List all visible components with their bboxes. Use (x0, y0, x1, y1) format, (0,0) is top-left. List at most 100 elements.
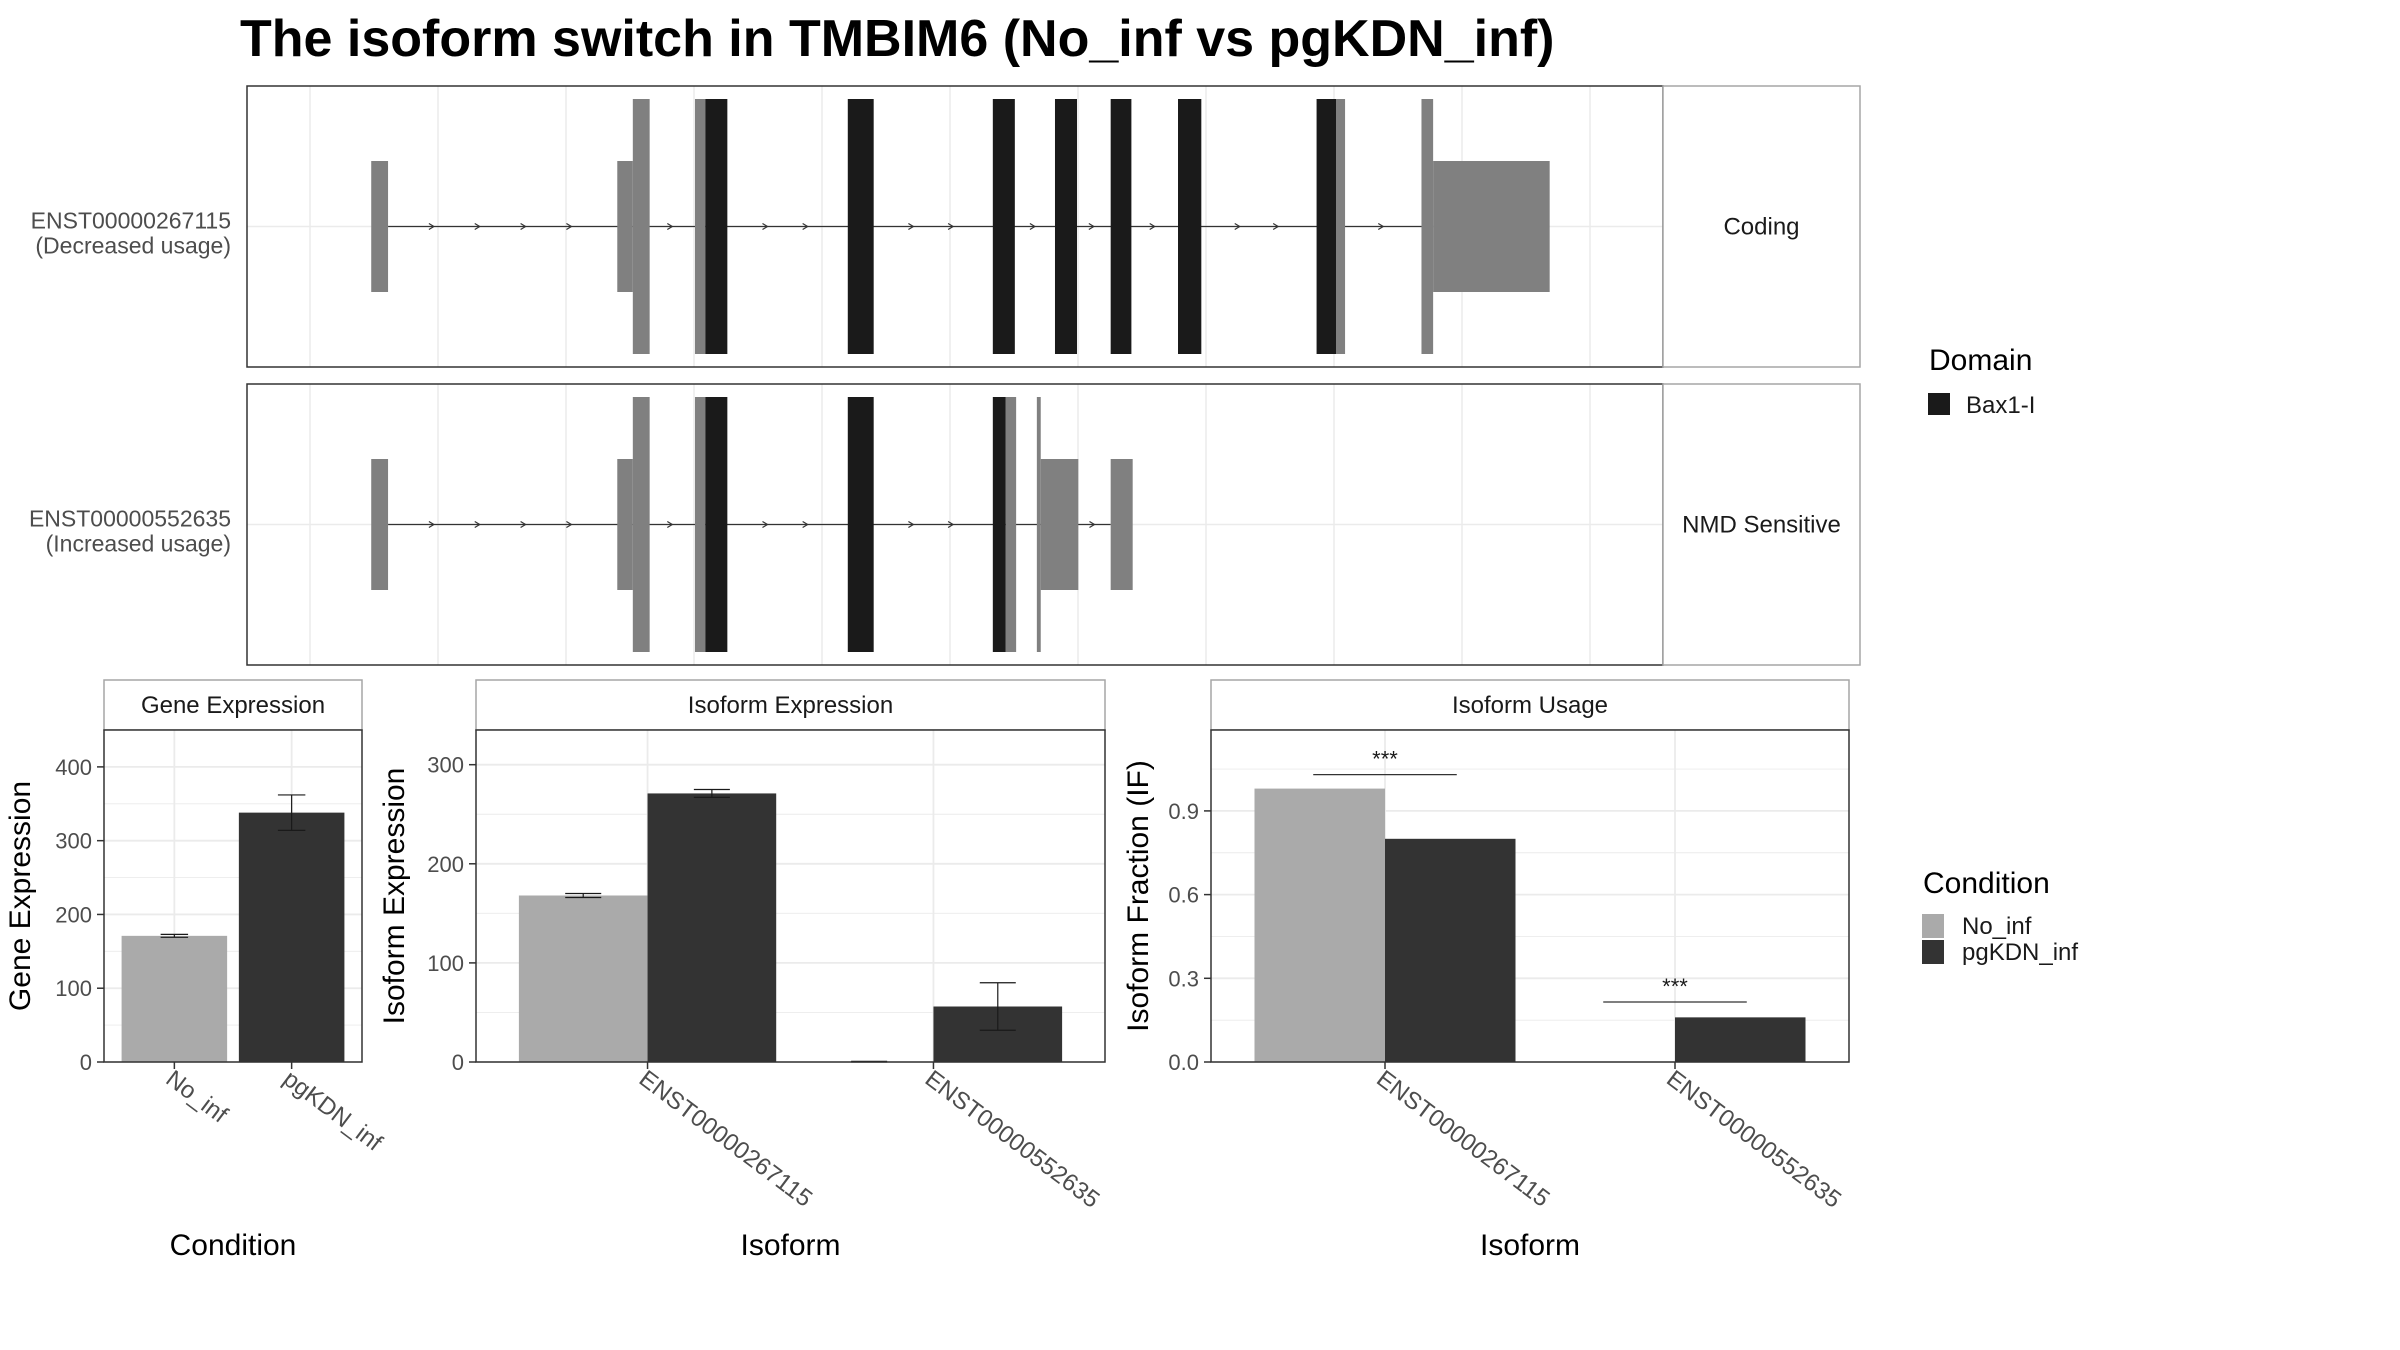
intron-arrow (566, 222, 573, 231)
exon-domain (705, 99, 728, 354)
y-tick-label: 100 (427, 951, 464, 976)
y-tick-label: 200 (427, 852, 464, 877)
intron-arrow (762, 520, 769, 529)
exon-domain (992, 99, 1015, 354)
intron-arrow (1029, 222, 1037, 231)
transcript-type-label: Coding (1723, 214, 1799, 241)
exon-utr (617, 459, 633, 590)
exon-cds (694, 99, 706, 354)
plot-border (475, 729, 1106, 1063)
intron-arrow (1377, 222, 1385, 231)
condition-legend-swatch (1922, 914, 1944, 938)
x-tick-label: ENST00000552635 (1661, 1065, 1846, 1213)
intron-arrow (474, 222, 481, 231)
chart-strip (1210, 679, 1850, 731)
exon-utr (617, 161, 633, 292)
bar-no-inf (121, 935, 228, 1062)
intron-arrow (908, 222, 915, 231)
intron-arrow (520, 222, 527, 231)
condition-legend-title: Condition (1923, 867, 2050, 900)
exon-cds (1421, 99, 1434, 354)
y-axis-title: Isoform Expression (378, 768, 411, 1025)
y-tick-label: 400 (55, 755, 92, 780)
y-tick-label: 0.6 (1168, 883, 1199, 908)
transcript-id-label: ENST00000552635 (29, 506, 231, 532)
exon-cds (1336, 99, 1346, 354)
intron-arrow (1272, 222, 1280, 231)
exon-utr (371, 459, 389, 590)
isoform-expression-chart: Isoform Expression 0 100 200 300 ENST00000267… (378, 679, 1106, 1262)
chart-strip-label: Isoform Usage (1452, 692, 1608, 719)
exon-domain (1316, 99, 1336, 354)
x-tick-label: No_inf (161, 1065, 233, 1129)
intron-arrow (947, 520, 955, 529)
chart-strip-label: Gene Expression (141, 692, 325, 719)
isoform-usage-chart: Isoform Usage *** *** 0.0 0.3 0.6 0.9 ENST00000… (1122, 679, 1850, 1262)
exon-cds (632, 397, 650, 652)
y-tick-label: 0.9 (1168, 799, 1199, 824)
chart-strip-label: Isoform Expression (688, 692, 893, 719)
intron-arrow (428, 520, 436, 529)
y-tick-label: 300 (55, 829, 92, 854)
exon-domain (1178, 99, 1202, 354)
domain-legend-label: Bax1-I (1966, 392, 2035, 419)
intron-arrow (1149, 222, 1156, 231)
intron-arrow (947, 222, 955, 231)
intron-arrow (566, 520, 573, 529)
intron-arrow (1088, 222, 1095, 231)
plot-border (103, 729, 363, 1063)
exon-cds (632, 99, 650, 354)
intron-arrow (520, 520, 527, 529)
domain-legend-swatch (1928, 393, 1950, 415)
exon-utr (1040, 459, 1079, 590)
intron-arrow (802, 222, 809, 231)
y-tick-label: 200 (55, 902, 92, 927)
y-tick-label: 0.0 (1168, 1050, 1199, 1075)
x-tick-label: ENST00000552635 (920, 1065, 1105, 1213)
y-tick-label: 0 (452, 1050, 464, 1075)
x-axis-title: Isoform (1480, 1229, 1580, 1262)
significance-label: *** (1372, 747, 1398, 772)
x-tick-label: ENST00000267115 (1371, 1065, 1554, 1212)
intron-arrow (1234, 222, 1241, 231)
intron-arrow (1089, 520, 1096, 529)
exon-utr (1110, 459, 1133, 590)
bar-no-inf (1254, 788, 1385, 1062)
exon-cds (694, 397, 706, 652)
bar-pgkdn-inf (238, 812, 345, 1062)
plot-border (1210, 729, 1850, 1063)
x-tick-label: ENST00000267115 (634, 1065, 817, 1212)
intron-arrow (667, 520, 674, 529)
chart-strip (475, 679, 1106, 731)
exon-domain (992, 397, 1006, 652)
x-axis-title: Condition (170, 1229, 297, 1262)
y-tick-label: 300 (427, 753, 464, 778)
significance-label: *** (1662, 974, 1688, 999)
bar-pgkdn-inf (1675, 1017, 1806, 1062)
exon-domain (1110, 99, 1132, 354)
exon-domain (1054, 99, 1077, 354)
intron-arrow (762, 222, 769, 231)
gene-expression-chart: Gene Expression 0 100 200 300 400 No_inf pgKDN_… (4, 679, 387, 1262)
condition-legend-label: No_inf (1962, 913, 2032, 940)
transcript-usage-label: (Decreased usage) (35, 233, 231, 259)
exon-domain (705, 397, 728, 652)
y-axis-title: Isoform Fraction (IF) (1122, 760, 1155, 1032)
exon-domain (847, 397, 874, 652)
transcript-structure-plot: Coding ENST00000267115(Decreased usage) NM… (29, 85, 1861, 666)
transcript-type-strip (1662, 383, 1861, 666)
bar-pgkdn-inf (1385, 838, 1516, 1062)
exon-cds (1036, 397, 1041, 652)
y-tick-label: 0.3 (1168, 966, 1199, 991)
bar-pgkdn-inf (647, 793, 777, 1062)
intron-arrow (474, 520, 481, 529)
transcript-type-label: NMD Sensitive (1682, 512, 1841, 539)
condition-legend-swatch (1922, 940, 1944, 964)
exon-utr (371, 161, 389, 292)
y-tick-label: 0 (80, 1050, 92, 1075)
intron-arrow (802, 520, 809, 529)
exon-domain (847, 99, 874, 354)
x-axis-title: Isoform (740, 1229, 840, 1262)
transcript-type-strip (1662, 85, 1861, 368)
